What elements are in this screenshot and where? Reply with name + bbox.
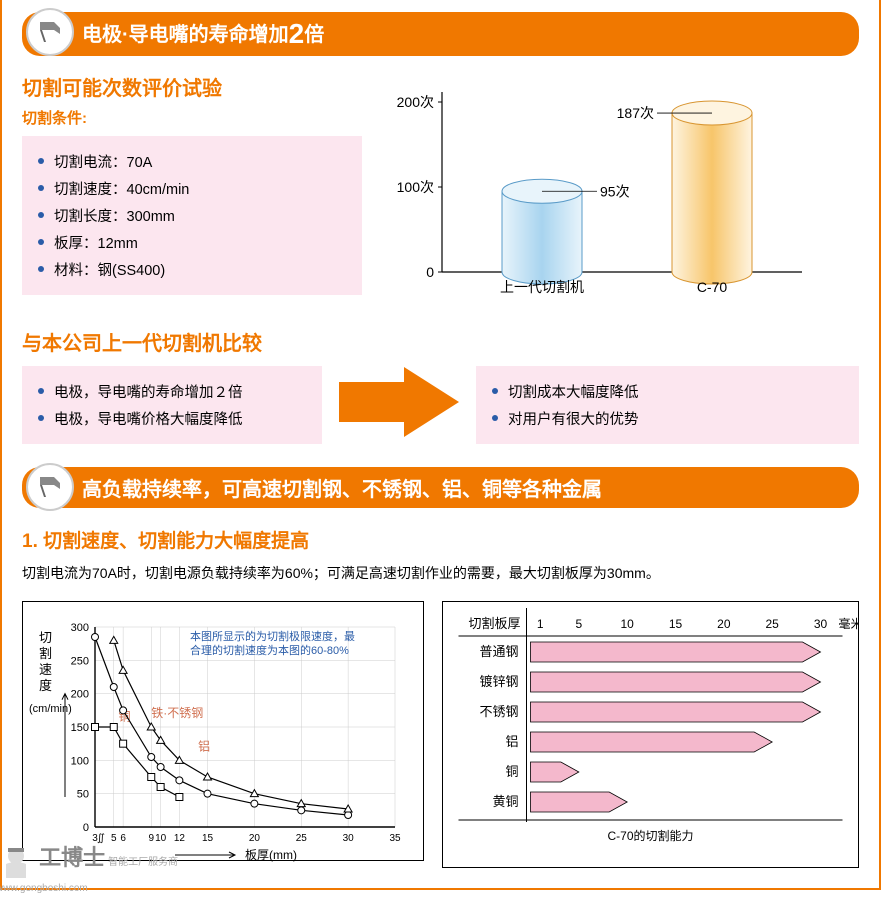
svg-text:25: 25	[296, 833, 308, 844]
list-item: 电极，导电嘴价格大幅度降低	[38, 405, 306, 432]
capacity-bar-chart: 切割板厚151015202530毫米普通钢镀锌钢不锈钢铝铜黄铜C-70的切割能力	[442, 601, 859, 868]
svg-text:黄铜: 黄铜	[492, 794, 518, 809]
svg-text:普通钢: 普通钢	[479, 644, 518, 659]
svg-text:度: 度	[39, 678, 52, 693]
section-1-header: 电极·导电嘴的寿命增加2倍	[22, 12, 859, 56]
list-item: 切割速度：40cm/min	[38, 175, 346, 202]
compare-right-box: 切割成本大幅度降低对用户有很大的优势	[476, 366, 859, 444]
svg-text:50: 50	[77, 789, 89, 801]
compare-left-box: 电极，导电嘴的寿命增加２倍电极，导电嘴价格大幅度降低	[22, 366, 322, 444]
svg-text:切: 切	[39, 630, 52, 645]
svg-text:0: 0	[83, 822, 89, 834]
svg-text:30: 30	[814, 617, 828, 631]
svg-text:铝: 铝	[198, 738, 210, 753]
svg-text:187次: 187次	[617, 105, 654, 121]
svg-text:铜: 铜	[505, 764, 518, 779]
svg-text:割: 割	[39, 646, 52, 661]
svg-text:10: 10	[620, 617, 634, 631]
svg-text:合理的切割速度为本图的60-80%: 合理的切割速度为本图的60-80%	[190, 643, 349, 657]
svg-text:毫米: 毫米	[839, 616, 859, 631]
svg-text:上一代切割机: 上一代切割机	[500, 279, 584, 295]
list-item: 切割电流：70A	[38, 148, 346, 175]
watermark: 工博士 智能工厂服务商 www.gongboshi.com	[0, 840, 178, 894]
header1-before: 电极·导电嘴的寿命增加	[82, 24, 289, 46]
section-2-header: 高负载持续率，可高速切割钢、不锈钢、铝、铜等各种金属	[22, 467, 859, 508]
svg-text:0: 0	[426, 264, 434, 280]
sec2-desc: 切割电流为70A时，切割电源负载持续率为60%；可满足高速切割作业的需要，最大切…	[22, 563, 859, 583]
list-item: 电极，导电嘴的寿命增加２倍	[38, 378, 306, 405]
svg-text:1: 1	[537, 617, 544, 631]
svg-text:15: 15	[669, 617, 683, 631]
svg-text:100次: 100次	[397, 179, 434, 195]
svg-text:板厚(mm): 板厚(mm)	[245, 848, 297, 862]
header2-text: 高负载持续率，可高速切割钢、不锈钢、铝、铜等各种金属	[82, 479, 602, 501]
cylinder-bar-chart: 0 100次 200次 95次上一代切割机 187次 C-70	[382, 72, 822, 302]
svg-text:150: 150	[71, 722, 89, 734]
test-title: 切割可能次数评价试验	[22, 72, 362, 101]
svg-text:300: 300	[71, 622, 89, 634]
svg-text:200: 200	[71, 689, 89, 701]
svg-text:200次: 200次	[397, 94, 434, 110]
svg-text:5: 5	[575, 617, 582, 631]
line-chart: 356910121520253035050100150200250300切割速度…	[22, 601, 424, 861]
svg-text:切割板厚: 切割板厚	[468, 616, 520, 631]
svg-text:30: 30	[343, 833, 355, 844]
list-item: 对用户有很大的优势	[492, 405, 843, 432]
svg-text:35: 35	[389, 833, 401, 844]
svg-text:C-70的切割能力: C-70的切割能力	[607, 828, 693, 843]
compare-title: 与本公司上一代切割机比较	[22, 327, 859, 356]
svg-text:铝: 铝	[505, 734, 518, 749]
torch-icon	[26, 463, 74, 511]
svg-text:C-70: C-70	[697, 279, 728, 295]
svg-text:镀锌钢: 镀锌钢	[479, 674, 518, 689]
list-item: 切割成本大幅度降低	[492, 378, 843, 405]
torch-icon	[26, 8, 74, 56]
header1-after: 倍	[304, 24, 324, 46]
svg-text:铁·不锈钢: 铁·不锈钢	[151, 706, 203, 720]
svg-text:20: 20	[717, 617, 731, 631]
conditions-box: 切割电流：70A切割速度：40cm/min切割长度：300mm板厚：12mm材料…	[22, 136, 362, 295]
svg-text:速: 速	[39, 662, 52, 677]
svg-text:15: 15	[202, 833, 214, 844]
cond-label: 切割条件:	[22, 107, 362, 128]
svg-text:本图所显示的为切割极限速度，最: 本图所显示的为切割极限速度，最	[190, 629, 355, 643]
list-item: 板厚：12mm	[38, 229, 346, 256]
header1-big: 2	[289, 18, 305, 49]
svg-text:不锈钢: 不锈钢	[479, 704, 518, 719]
svg-text:25: 25	[765, 617, 779, 631]
svg-text:95次: 95次	[600, 183, 630, 199]
sec2-title: 1. 切割速度、切割能力大幅度提高	[22, 526, 859, 553]
list-item: 切割长度：300mm	[38, 202, 346, 229]
svg-text:20: 20	[249, 833, 261, 844]
svg-text:100: 100	[71, 755, 89, 767]
svg-text:250: 250	[71, 655, 89, 667]
arrow-icon	[334, 362, 464, 442]
list-item: 材料：钢(SS400)	[38, 256, 346, 283]
